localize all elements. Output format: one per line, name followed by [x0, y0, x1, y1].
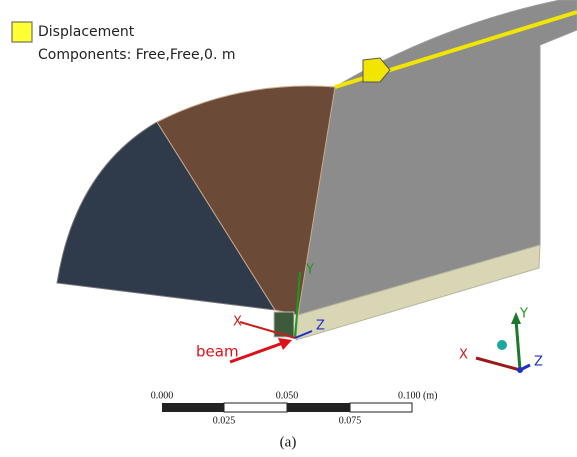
scale-label: 0.050 [276, 390, 299, 401]
scale-label: 0.025 [213, 415, 236, 426]
view-x-label: X [459, 348, 468, 363]
y-axis-label: Y [305, 263, 314, 278]
caption: (a) [280, 434, 297, 450]
legend-detail: Components: Free,Free,0. m [38, 47, 236, 63]
view-z-label: Z [534, 355, 543, 370]
view-sphere [497, 340, 507, 350]
scale-label: 0.000 [151, 390, 174, 401]
screenshot: Displacement Components: Free,Free,0. m … [0, 0, 577, 457]
scale-segment [224, 403, 287, 412]
view-y-label: Y [519, 307, 528, 322]
z-axis-label: Z [316, 319, 325, 334]
scale-label: 0.100 (m) [398, 390, 437, 401]
scale-segment [287, 403, 350, 412]
scale-segment [350, 403, 412, 412]
view-origin [517, 367, 523, 373]
beam-label: beam [196, 343, 239, 361]
scale-label: 0.075 [339, 415, 362, 426]
scale-segment [162, 403, 224, 412]
x-axis-label: X [233, 315, 242, 330]
legend-title: Displacement [38, 24, 135, 40]
legend-swatch [12, 22, 32, 42]
